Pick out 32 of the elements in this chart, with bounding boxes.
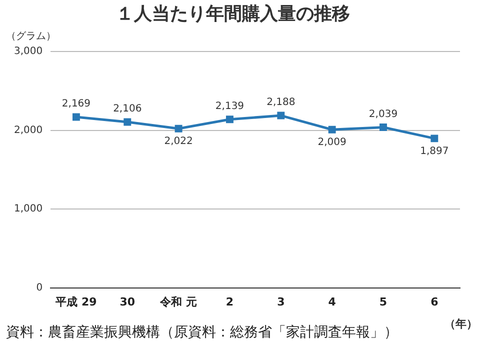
x-tick-label: 平成 29 (54, 295, 97, 308)
data-label: 2,106 (113, 104, 142, 115)
y-tick-label: 2,000 (14, 124, 43, 136)
data-label: 2,169 (62, 98, 91, 110)
data-label: 2,188 (266, 97, 296, 108)
y-tick-label: 3,000 (14, 46, 43, 58)
point (174, 124, 182, 132)
point (277, 112, 285, 120)
data-label: 2,139 (215, 100, 244, 112)
y-axis-title: （グラム） (6, 31, 56, 42)
x-tick-label: 4 (328, 295, 336, 308)
x-tick-label: 令和 元 (159, 295, 197, 308)
data-label: 1,897 (420, 146, 449, 158)
text: 資料：農畜産業振興機構（原資料：総務省「家計調査年報」） (6, 324, 398, 341)
x-tick-label: 2 (226, 295, 234, 308)
x-tick-label: 5 (379, 295, 388, 308)
point (328, 126, 336, 134)
point (226, 116, 234, 124)
data-label: 2,009 (318, 137, 346, 148)
x-tick-label: 30 (120, 295, 136, 308)
point (124, 118, 132, 126)
y-tick-label: 1,000 (14, 204, 43, 215)
data-label: 2,039 (368, 108, 398, 120)
point (430, 134, 438, 142)
chart-title: １人当たり年間購入量の推移 (116, 3, 350, 24)
x-tick-label: 3 (277, 295, 285, 308)
point (72, 113, 80, 121)
x-tick-label: 6 (430, 295, 439, 308)
data-label: 2,022 (164, 136, 193, 148)
y-tick-label: 0 (36, 282, 43, 294)
point (380, 124, 387, 131)
x-axis-title: （年） (444, 317, 478, 330)
